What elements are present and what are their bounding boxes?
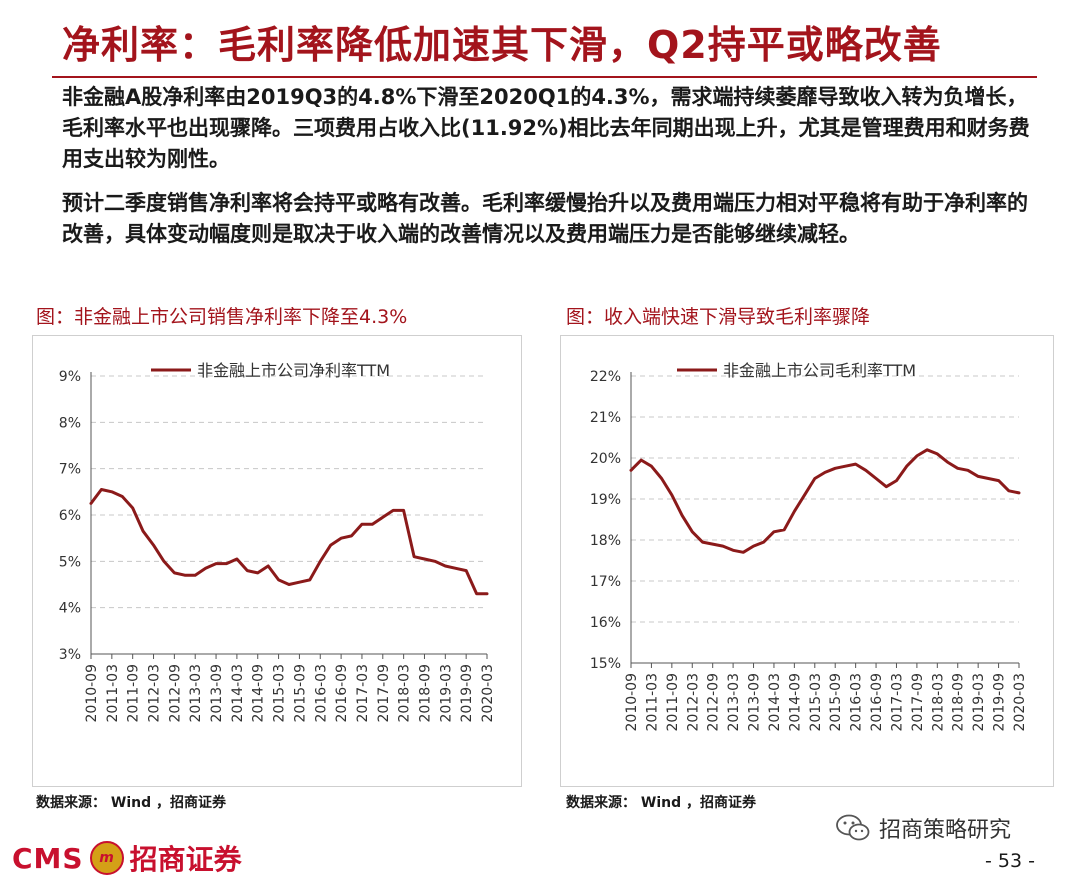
x-tick-label: 2017-09	[910, 673, 926, 732]
x-tick-label: 2020-03	[1012, 673, 1028, 732]
x-tick-label: 2011-09	[665, 673, 681, 732]
y-tick-label: 7%	[59, 462, 81, 478]
chart-gross-margin: 15% 16% 17% 18% 19% 20% 21% 22% 2010-09 2011-03 20…	[560, 335, 1054, 787]
x-tick-label: 2015-09	[292, 664, 308, 723]
y-tick-label: 17%	[590, 574, 621, 590]
wechat-account-name: 招商策略研究	[879, 818, 1012, 843]
paragraph-net-margin: 非金融A股净利率由2019Q3的4.8%下滑至2020Q1的4.3%，需求端持续…	[62, 85, 1030, 171]
x-tick-label: 2010-09	[624, 673, 640, 732]
cms-badge-icon: m	[89, 841, 124, 875]
x-tick-label: 2018-03	[397, 664, 413, 723]
x-tick-label: 2018-09	[417, 664, 433, 723]
y-tick-label: 19%	[590, 492, 621, 508]
x-tick-label: 2020-03	[480, 664, 496, 723]
x-tick-label: 2018-09	[951, 673, 967, 732]
x-tick-label: 2011-09	[126, 664, 142, 723]
title-divider	[52, 76, 1037, 78]
x-tick-label: 2018-03	[930, 673, 946, 732]
y-tick-label: 20%	[590, 451, 621, 467]
x-tick-label: 2019-09	[459, 664, 475, 723]
x-tick-label: 2015-03	[272, 664, 288, 723]
source-note-right: 数据来源： Wind ，招商证券	[566, 795, 756, 811]
x-tick-label: 2016-09	[334, 664, 350, 723]
y-tick-label: 18%	[590, 533, 621, 549]
x-tick-label: 2011-03	[105, 664, 121, 723]
y-tick-label: 9%	[59, 369, 81, 385]
x-tick-label: 2016-09	[869, 673, 885, 732]
x-tick-label: 2012-03	[685, 673, 701, 732]
x-tick-label: 2016-03	[313, 664, 329, 723]
y-tick-label: 22%	[590, 369, 621, 385]
cms-badge-letter: m	[99, 850, 114, 866]
x-tick-label: 2013-09	[209, 664, 225, 723]
y-tick-label: 5%	[59, 554, 81, 570]
x-tick-label: 2017-03	[355, 664, 371, 723]
y-tick-label: 8%	[59, 415, 81, 431]
y-tick-label: 3%	[59, 647, 81, 663]
series-line	[89, 488, 489, 596]
source-note-left: 数据来源： Wind ，招商证券	[36, 795, 226, 811]
cms-logo-text: CMS	[12, 841, 84, 875]
paragraph-outlook: 预计二季度销售净利率将会持平或略有改善。毛利率缓慢抬升以及费用端压力相对平稳将有…	[62, 191, 1028, 246]
wechat-account: 招商策略研究	[835, 812, 1011, 844]
x-tick-label: 2014-03	[230, 664, 246, 723]
x-tick-label: 2019-03	[438, 664, 454, 723]
x-tick-label: 2019-03	[971, 673, 987, 732]
x-tick-label: 2019-09	[992, 673, 1008, 732]
series-line	[629, 448, 1021, 554]
x-tick-label: 2012-09	[706, 673, 722, 732]
wechat-icon	[836, 814, 870, 841]
y-tick-label: 16%	[590, 615, 621, 631]
y-tick-label: 21%	[590, 410, 621, 426]
legend-label: 非金融上市公司毛利率TTM	[723, 361, 916, 380]
y-tick-label: 4%	[59, 601, 81, 617]
x-tick-label: 2013-03	[726, 673, 742, 732]
x-tick-label: 2015-03	[808, 673, 824, 732]
x-tick-label: 2010-09	[84, 664, 100, 723]
x-tick-label: 2015-09	[828, 673, 844, 732]
x-tick-label: 2013-03	[188, 664, 204, 723]
x-tick-label: 2013-09	[747, 673, 763, 732]
x-tick-label: 2014-03	[767, 673, 783, 732]
x-tick-label: 2016-03	[849, 673, 865, 732]
chart-gross-margin-svg: 15% 16% 17% 18% 19% 20% 21% 22% 2010-09 2011-03 20…	[590, 361, 1028, 732]
x-tick-label: 2017-03	[889, 673, 905, 732]
y-tick-label: 6%	[59, 508, 81, 524]
x-tick-label: 2012-09	[167, 664, 183, 723]
chart-title-net-margin: 图：非金融上市公司销售净利率下降至4.3%	[36, 306, 408, 328]
cms-brand-name: 招商证券	[129, 843, 242, 876]
chart-net-margin: 3% 4% 5% 6% 7% 8% 9% 2010-09 2011-03 2011-09 2012-…	[32, 335, 522, 787]
x-tick-label: 2011-03	[644, 673, 660, 732]
page-title: 净利率：毛利率降低加速其下滑，Q2持平或略改善	[62, 23, 942, 67]
legend-label: 非金融上市公司净利率TTM	[197, 361, 390, 380]
x-tick-label: 2017-09	[376, 664, 392, 723]
chart-net-margin-svg: 3% 4% 5% 6% 7% 8% 9% 2010-09 2011-03 2011-09 2012-…	[59, 361, 496, 723]
x-tick-label: 2012-03	[147, 664, 163, 723]
chart-title-gross-margin: 图：收入端快速下滑导致毛利率骤降	[566, 306, 871, 328]
x-tick-label: 2014-09	[787, 673, 803, 732]
cms-logo: CMS m 招商证券	[12, 838, 242, 878]
x-tick-label: 2014-09	[251, 664, 267, 723]
y-tick-label: 15%	[590, 656, 621, 672]
page-number: - 53 -	[985, 850, 1035, 872]
